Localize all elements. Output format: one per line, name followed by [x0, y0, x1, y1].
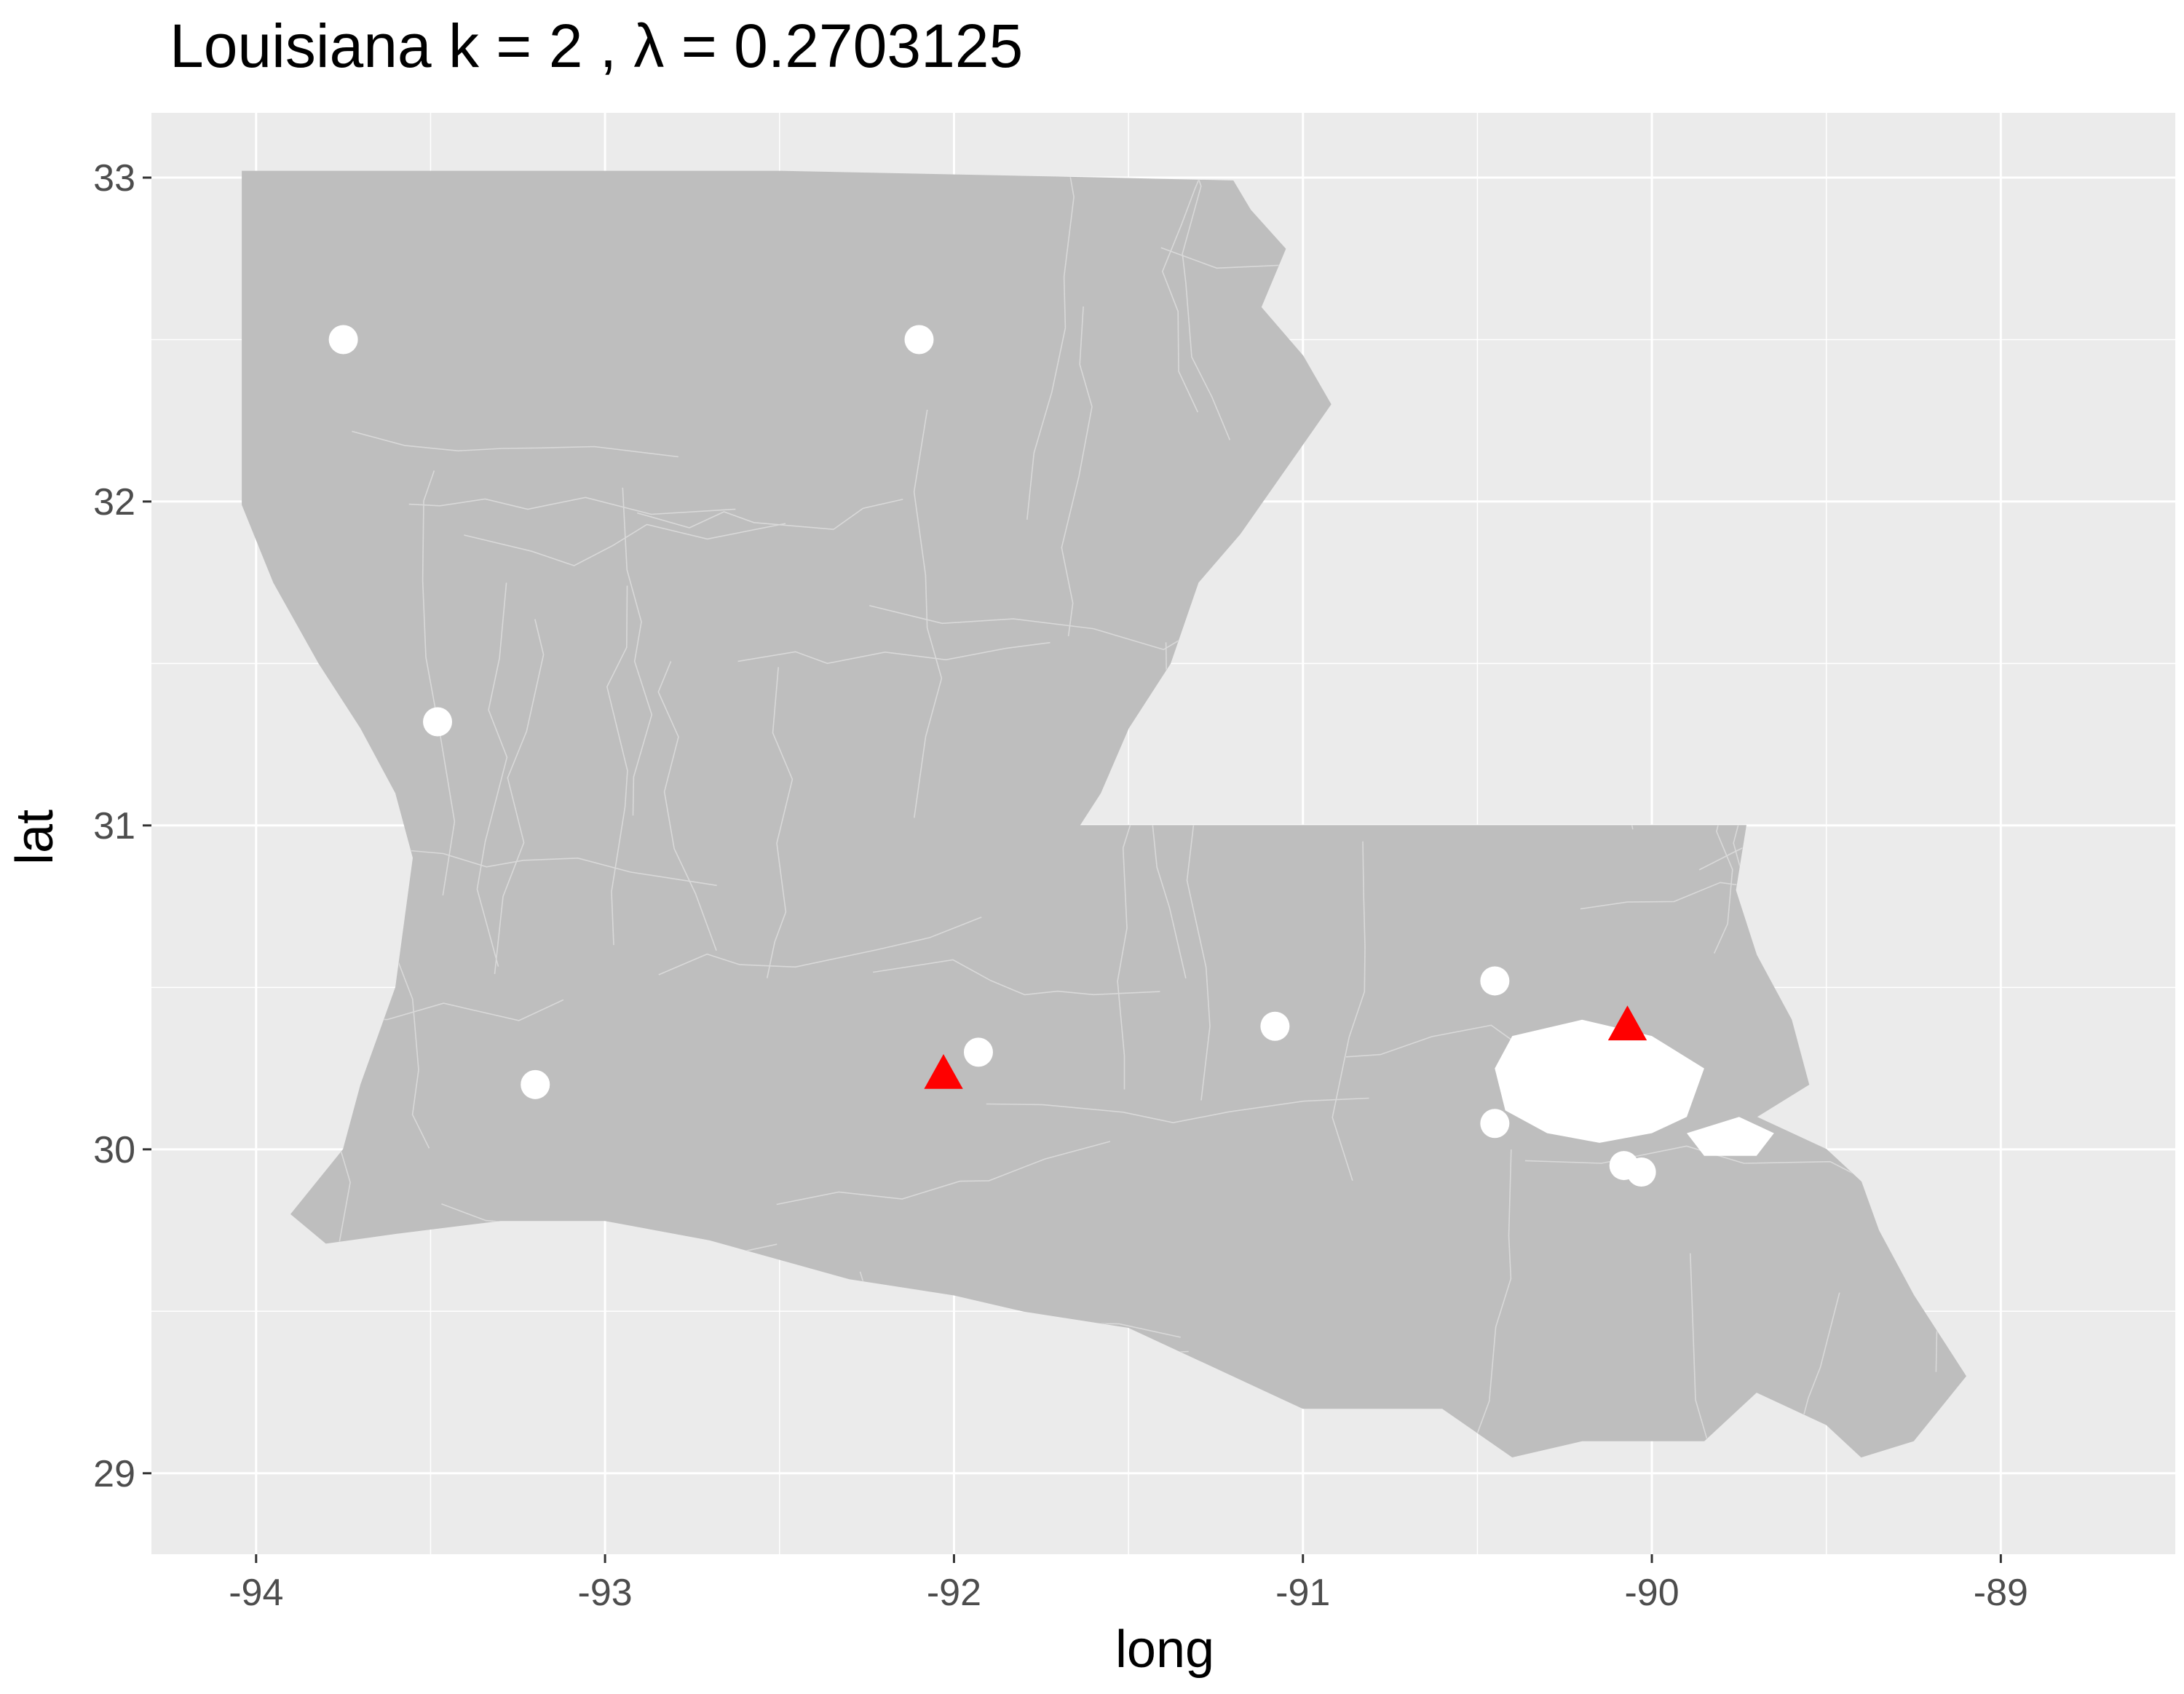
y-axis-title: lat: [6, 810, 64, 865]
lake-pontchartrain: [1495, 1019, 1774, 1156]
city-point: [963, 1037, 993, 1067]
parish-boundary: [1161, 171, 1211, 413]
city-point: [423, 707, 453, 737]
x-axis-title: long: [1115, 1620, 1214, 1679]
parish-boundary: [657, 661, 717, 951]
parish-boundary: [986, 1097, 1369, 1124]
parish-boundary: [408, 496, 736, 515]
parish-boundary: [242, 999, 564, 1037]
city-point: [1626, 1157, 1656, 1187]
chart-title: Louisiana k = 2 , λ = 0.2703125: [170, 12, 1023, 80]
y-tick-label: 32: [93, 481, 135, 523]
x-tick-label: -91: [1275, 1572, 1330, 1614]
parish-boundary: [352, 430, 678, 458]
y-tick-label: 31: [93, 805, 135, 847]
parish-boundary: [1061, 306, 1093, 637]
parish-boundary: [1332, 841, 1366, 1181]
selected-center-triangle: [1607, 1005, 1647, 1041]
parish-boundary: [606, 585, 628, 946]
city-point: [521, 1069, 550, 1099]
plot-panel: [151, 113, 2175, 1694]
city-point: [1480, 1109, 1510, 1139]
parish-boundary: [766, 667, 794, 978]
parish-boundary: [637, 499, 903, 530]
y-tick-label: 29: [93, 1453, 135, 1495]
parish-boundary: [1760, 1292, 1840, 1457]
parish-boundary: [363, 1532, 411, 1694]
parish-boundary: [718, 1554, 741, 1694]
x-tick-label: -92: [927, 1572, 981, 1614]
city-point: [328, 325, 358, 355]
parish-boundary: [913, 409, 943, 818]
x-tick-label: -89: [1974, 1572, 2028, 1614]
x-tick-label: -90: [1624, 1572, 1679, 1614]
parish-boundary: [384, 847, 717, 887]
parish-boundary: [476, 582, 508, 967]
x-tick-label: -93: [578, 1572, 633, 1614]
y-tick-label: 33: [93, 157, 135, 199]
water-body: [1495, 1019, 1704, 1143]
parish-boundary: [622, 487, 653, 816]
parish-boundary: [422, 470, 456, 896]
x-tick-label: -94: [229, 1572, 283, 1614]
y-axis: 29 30 31 32 33: [93, 157, 151, 1495]
parish-boundary: [873, 959, 1160, 996]
selected-center-triangle: [924, 1054, 963, 1089]
parish-boundary: [776, 1141, 1111, 1206]
parish-boundary: [1026, 171, 1075, 520]
parish-boundary: [658, 917, 982, 975]
water-body: [1687, 1117, 1774, 1156]
parish-boundary: [464, 523, 786, 566]
parish-boundary: [2157, 1534, 2175, 1694]
louisiana-state-shape: [242, 170, 1967, 1458]
city-point: [1260, 1011, 1290, 1041]
selected-centers: [924, 1005, 1647, 1089]
parish-boundary: [494, 619, 545, 974]
x-axis: -94 -93 -92 -91 -90 -89: [229, 1554, 2028, 1614]
city-point: [1480, 966, 1510, 996]
parish-boundary: [737, 641, 1051, 665]
parish-boundary: [1182, 171, 1231, 440]
city-points: [328, 325, 1656, 1187]
y-tick-label: 30: [93, 1129, 135, 1171]
city-point: [904, 325, 934, 355]
